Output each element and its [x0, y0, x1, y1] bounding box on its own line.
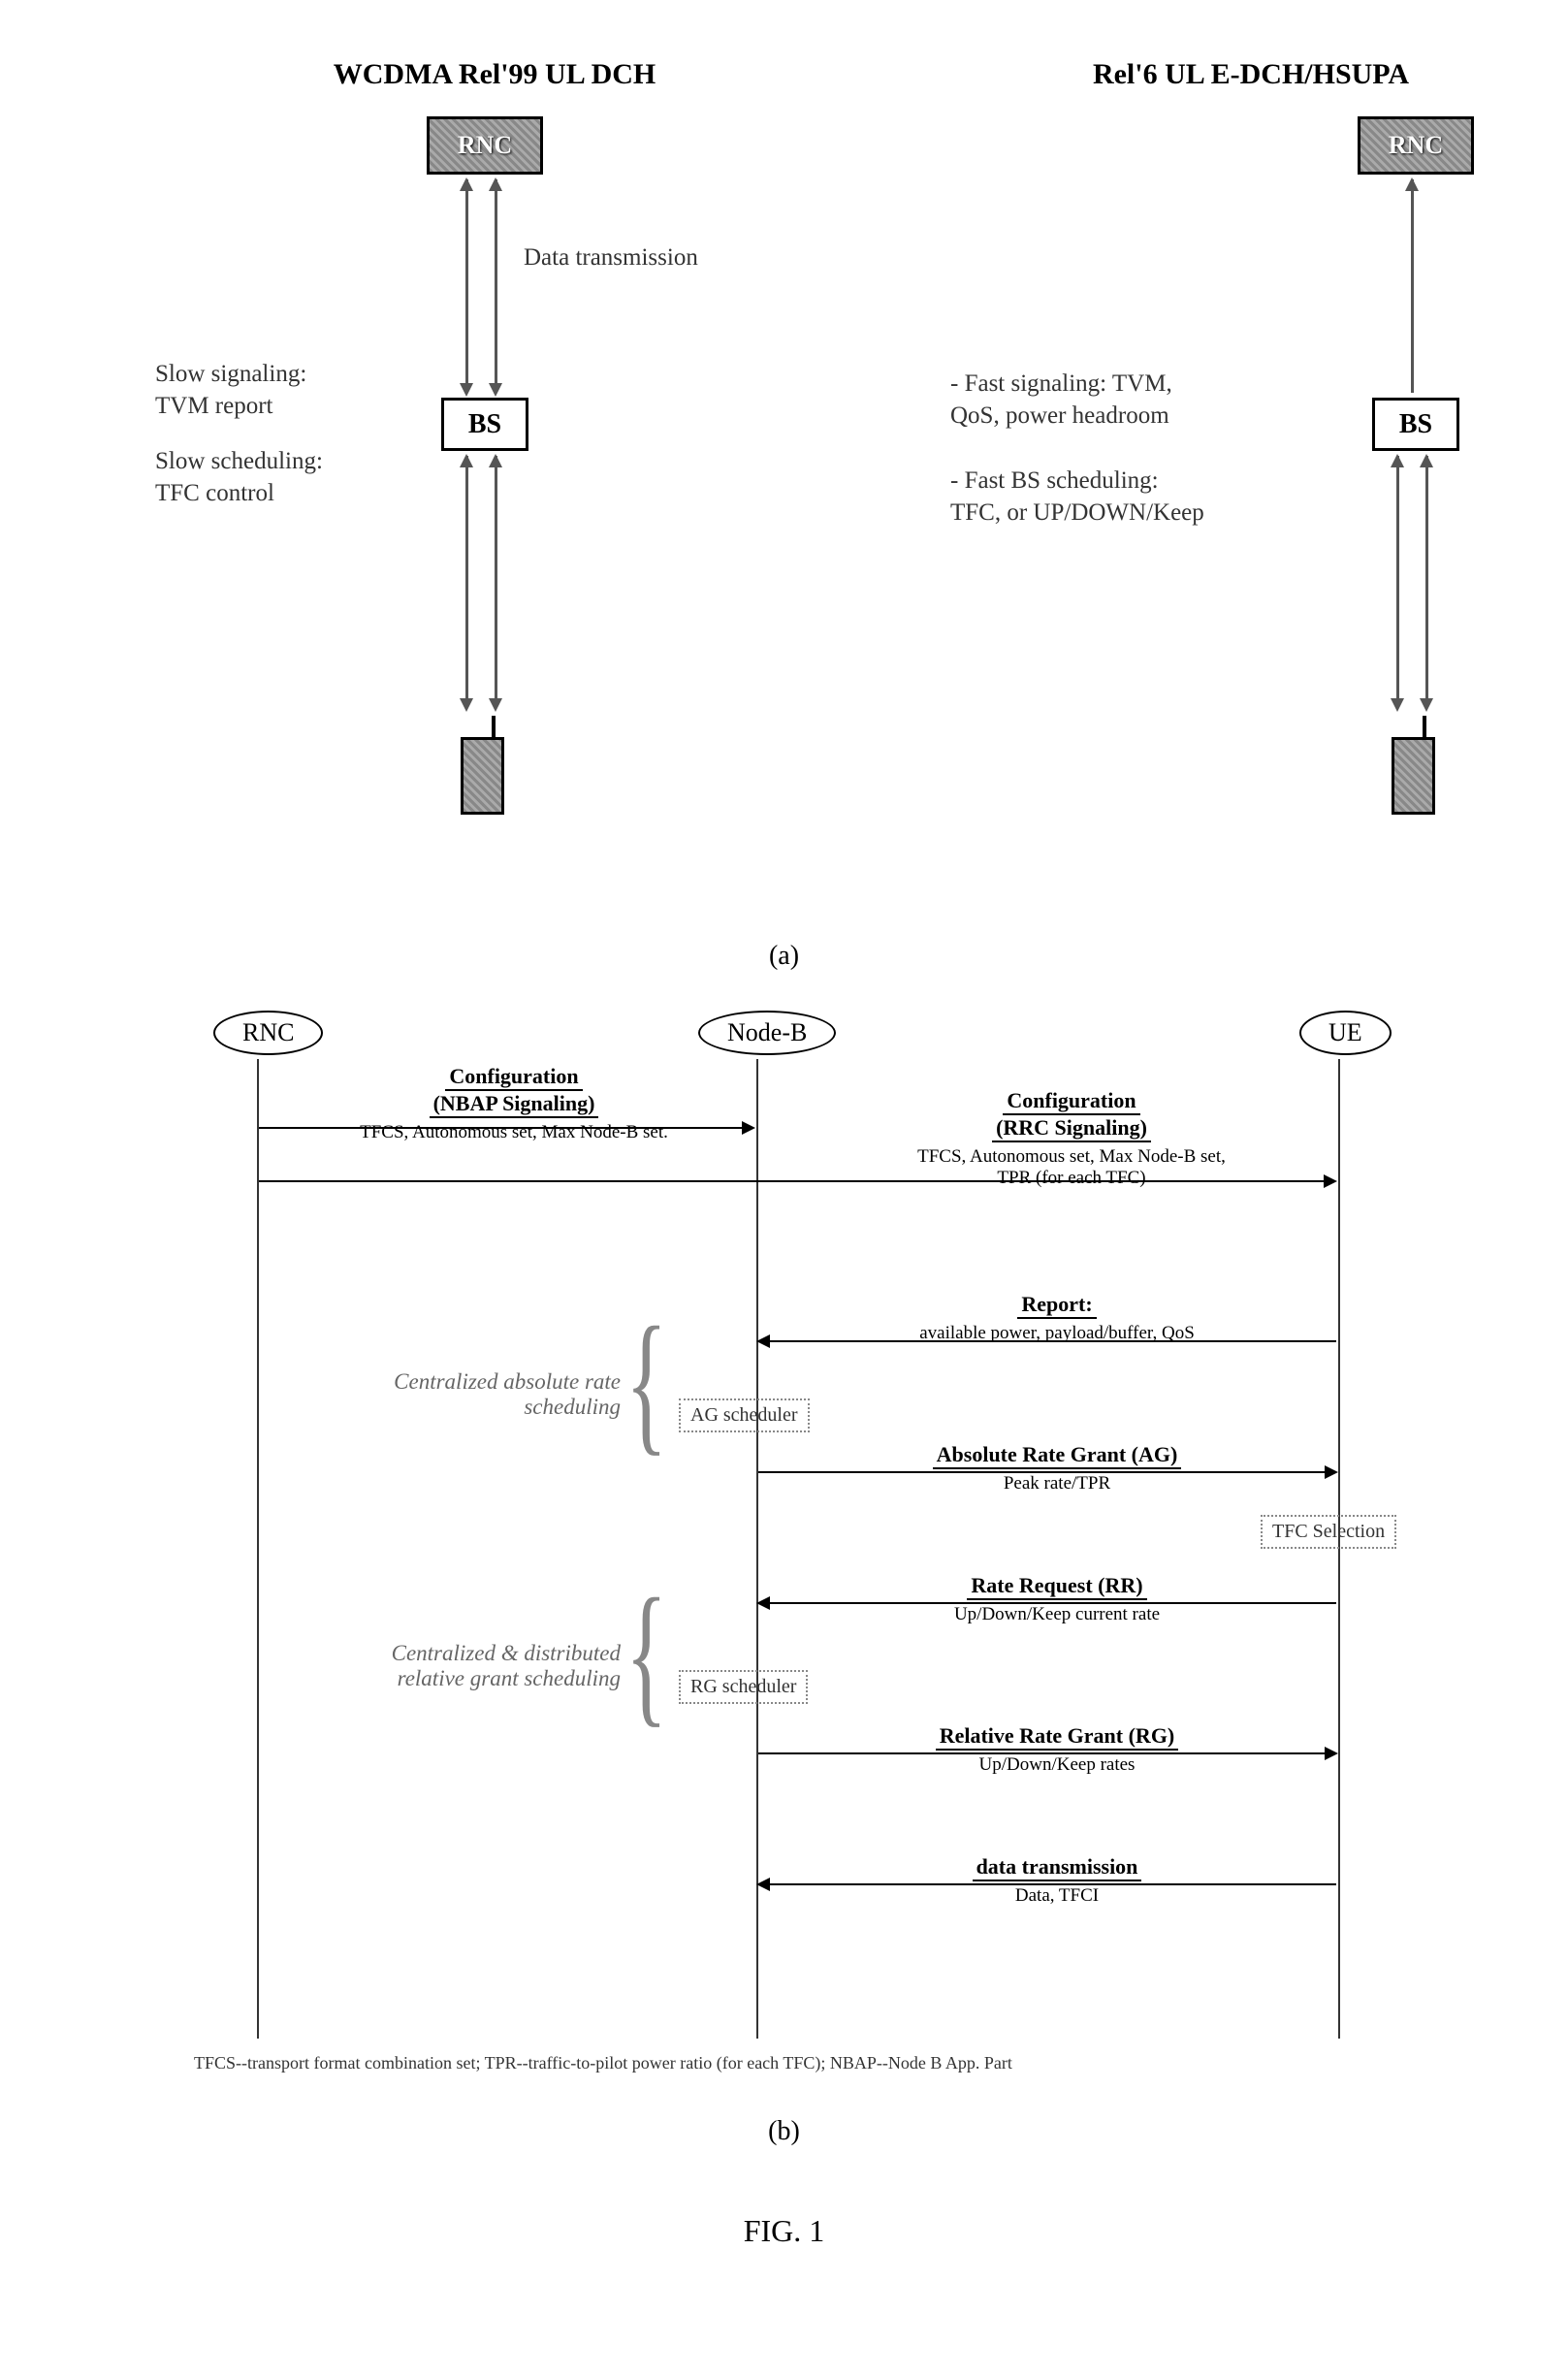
msg-title: Report: — [1017, 1292, 1096, 1319]
rg-scheduler-box: RG scheduler — [679, 1670, 808, 1704]
msg-subtitle: (NBAP Signaling) — [430, 1091, 599, 1118]
ag-scheduler-box: AG scheduler — [679, 1398, 810, 1432]
slow-sched-1: Slow scheduling: — [155, 448, 323, 474]
figure-b: RNC Node-B UE Configuration (NBAP Signal… — [78, 1011, 1490, 2174]
footnote: TFCS--transport format combination set; … — [194, 2053, 1455, 2073]
arrow-line — [1411, 179, 1414, 393]
arrow-head — [489, 454, 502, 467]
msg-rg: Relative Rate Grant (RG) Up/Down/Keep ra… — [815, 1723, 1299, 1776]
arrow-head — [1391, 698, 1404, 712]
figure-a: WCDMA Rel'99 UL DCH RNC Data transmissio… — [78, 58, 1490, 931]
msg-sub: TFCS, Autonomous set, Max Node-B set, TP… — [853, 1146, 1290, 1189]
arrow-report — [758, 1340, 1336, 1342]
msg-config-rrc: Configuration (RRC Signaling) TFCS, Auto… — [853, 1088, 1290, 1189]
rnc-box-left: RNC — [427, 116, 543, 175]
fast-sched-1: - Fast BS scheduling: — [950, 467, 1159, 494]
phone-icon-right — [1392, 737, 1435, 815]
lifeline-ue — [1338, 1059, 1340, 2039]
arrow-rg — [758, 1752, 1336, 1754]
arrow-line — [1425, 456, 1428, 708]
msg-sub: Up/Down/Keep rates — [815, 1754, 1299, 1776]
rnc-box-right: RNC — [1358, 116, 1474, 175]
figure-label: FIG. 1 — [78, 2213, 1490, 2249]
tfc-selection-box: TFC Selection — [1261, 1515, 1396, 1549]
fast-sched-2: TFC, or UP/DOWN/Keep — [950, 499, 1204, 526]
left-column: WCDMA Rel'99 UL DCH RNC Data transmissio… — [155, 58, 834, 111]
msg-report: Report: available power, payload/buffer,… — [815, 1292, 1299, 1344]
right-column: Rel'6 UL E-DCH/HSUPA RNC BS - Fast signa… — [912, 58, 1568, 111]
slow-sched-label: Slow scheduling: TFC control — [155, 446, 427, 509]
msg-title: Configuration — [1003, 1088, 1139, 1115]
figure-a-label: (a) — [78, 941, 1490, 972]
fast-signaling-label: - Fast signaling: TVM, QoS, power headro… — [950, 369, 1358, 432]
actor-rnc: RNC — [213, 1011, 323, 1055]
msg-sub: Peak rate/TPR — [815, 1473, 1299, 1494]
bs-box-right: BS — [1372, 398, 1459, 451]
brace-label-rel: Centralized & distributed relative grant… — [272, 1641, 621, 1691]
lifeline-nodeb — [756, 1059, 758, 2039]
actor-ue: UE — [1299, 1011, 1392, 1055]
msg-title: Relative Rate Grant (RG) — [936, 1723, 1179, 1751]
arrow-head — [460, 177, 473, 191]
brace-icon: { — [625, 1577, 667, 1734]
arrow-line — [495, 456, 497, 708]
arrow-head — [1420, 454, 1433, 467]
msg-sub: Data, TFCI — [815, 1885, 1299, 1907]
arrow-line — [1396, 456, 1399, 708]
fast-sig-1: - Fast signaling: TVM, — [950, 370, 1172, 397]
slow-signaling-label: Slow signaling: TVM report — [155, 359, 427, 422]
arrow-rr — [758, 1602, 1336, 1604]
slow-sched-2: TFC control — [155, 480, 274, 506]
bs-box-left: BS — [441, 398, 528, 451]
arrow-config-nbap — [259, 1127, 753, 1129]
fast-sig-2: QoS, power headroom — [950, 402, 1169, 429]
arrow-head — [1420, 698, 1433, 712]
arrow-up-left-1 — [465, 179, 468, 393]
arrow-head — [460, 454, 473, 467]
msg-title: Absolute Rate Grant (AG) — [933, 1442, 1182, 1469]
actor-nodeb: Node-B — [698, 1011, 836, 1055]
msg-config-nbap: Configuration (NBAP Signaling) TFCS, Aut… — [320, 1064, 708, 1143]
lifeline-rnc — [257, 1059, 259, 2039]
msg-ag: Absolute Rate Grant (AG) Peak rate/TPR — [815, 1442, 1299, 1494]
arrow-head — [489, 177, 502, 191]
phone-icon-left — [461, 737, 504, 815]
arrow-head — [460, 383, 473, 397]
arrow-ag — [758, 1471, 1336, 1473]
msg-sub: Up/Down/Keep current rate — [815, 1604, 1299, 1625]
left-title: WCDMA Rel'99 UL DCH — [155, 58, 834, 91]
brace-label-abs: Centralized absolute rate scheduling — [272, 1369, 621, 1420]
msg-subtitle: (RRC Signaling) — [992, 1115, 1151, 1142]
msg-rr: Rate Request (RR) Up/Down/Keep current r… — [815, 1573, 1299, 1625]
arrow-config-rrc — [259, 1180, 1335, 1182]
arrow-head — [1391, 454, 1404, 467]
msg-data: data transmission Data, TFCI — [815, 1854, 1299, 1907]
msg-title: Rate Request (RR) — [967, 1573, 1146, 1600]
msg-title: Configuration — [445, 1064, 582, 1091]
brace-icon: { — [625, 1305, 667, 1462]
arrow-head — [1405, 177, 1419, 191]
arrow-up-left-2 — [495, 179, 497, 393]
arrow-head — [489, 383, 502, 397]
figure-b-label: (b) — [78, 2116, 1490, 2147]
msg-title: data transmission — [973, 1854, 1142, 1881]
right-title: Rel'6 UL E-DCH/HSUPA — [912, 58, 1568, 91]
slow-sig-1: Slow signaling: — [155, 361, 306, 387]
arrow-head — [460, 698, 473, 712]
arrow-data — [758, 1883, 1336, 1885]
arrow-head — [489, 698, 502, 712]
msg-sub: TFCS, Autonomous set, Max Node-B set. — [320, 1122, 708, 1143]
fast-sched-label: - Fast BS scheduling: TFC, or UP/DOWN/Ke… — [950, 466, 1358, 529]
arrow-line — [465, 456, 468, 708]
data-transmission-label: Data transmission — [524, 242, 698, 274]
slow-sig-2: TVM report — [155, 393, 273, 419]
